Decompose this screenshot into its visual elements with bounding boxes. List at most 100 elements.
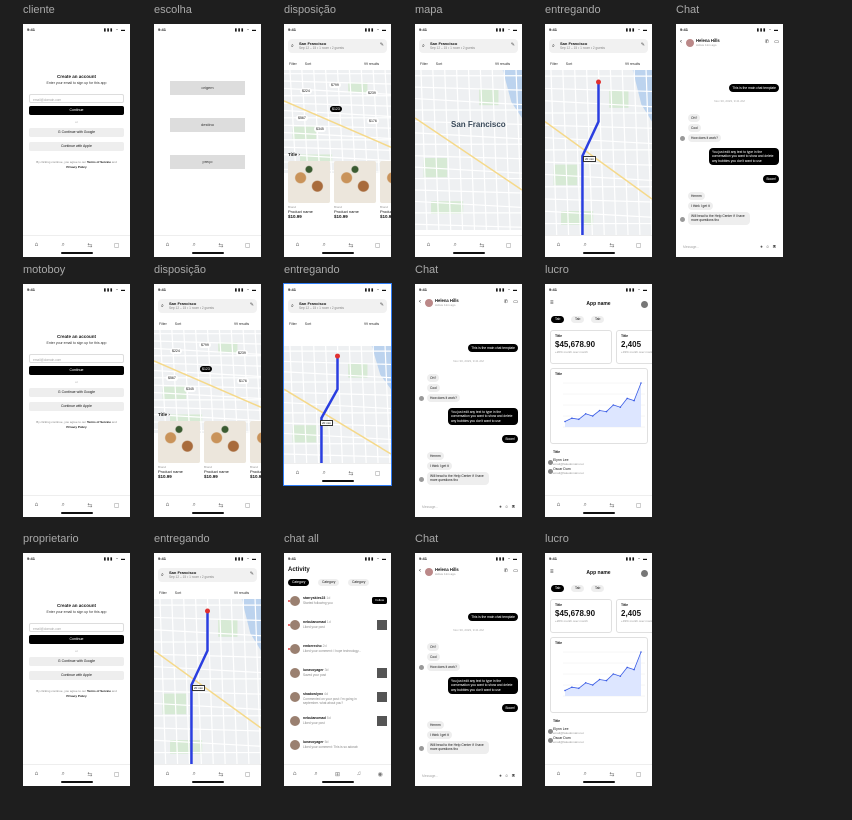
cart-icon[interactable]: ▢ (374, 471, 381, 477)
swap-icon[interactable]: ⊞ (334, 772, 340, 778)
cart-icon[interactable]: ▢ (244, 503, 251, 509)
swap-icon[interactable]: ⇆ (87, 772, 93, 778)
search-icon[interactable]: ⌕ (192, 502, 196, 508)
price-pin[interactable]: $123 (330, 106, 342, 112)
category-chip[interactable]: Category (288, 579, 310, 586)
map-view[interactable] (415, 70, 522, 230)
search-icon[interactable]: ⌕ (61, 771, 65, 777)
back-icon[interactable]: ‹ (680, 39, 682, 45)
user-avatar[interactable] (290, 620, 300, 630)
price-pin[interactable]: $239 (236, 350, 248, 356)
home-icon[interactable]: ⌂ (34, 242, 39, 248)
tab-chip[interactable]: Tab (571, 585, 585, 592)
frame-entregando[interactable]: 9:41 ▮▮▮ ◔ ▬ ⌕ San Francisco Sep 12 – 15 • 1… (545, 24, 652, 257)
username[interactable]: lunavoyager (303, 740, 324, 744)
search-icon[interactable]: ⌕ (61, 242, 65, 248)
post-thumbnail[interactable] (377, 668, 387, 678)
search-bar[interactable]: ⌕ San Francisco Sep 12 – 15 • 1 room • 2 g… (288, 299, 387, 313)
tos-link[interactable]: Terms of Service (86, 160, 111, 164)
search-icon[interactable]: ⌕ (314, 771, 318, 777)
search-icon[interactable]: ⌕ (322, 470, 326, 476)
back-icon[interactable]: ‹ (419, 568, 421, 574)
frame-lucro[interactable]: 9:41 ▮▮▮ ◔ ▬ ≡ App name Tab Tab Tab Title $45,67… (545, 284, 652, 517)
swap-icon[interactable]: ⇆ (609, 772, 615, 778)
tos-link[interactable]: Terms of Service (86, 420, 111, 424)
frame-mapa[interactable]: 9:41 ▮▮▮ ◔ ▬ ⌕ San Francisco Sep 12 – 15 • 1… (415, 24, 522, 257)
frame-lucro[interactable]: 9:41 ▮▮▮ ◔ ▬ ≡ App name Tab Tab Tab Title $45,67… (545, 553, 652, 786)
back-icon[interactable]: ‹ (419, 299, 421, 305)
frame-chat[interactable]: 9:41 ▮▮▮ ◔ ▬ ‹ Helena Hills Active 11m ago ✆ ▭… (676, 24, 783, 257)
activity-row[interactable]: shadowlynx 4d Commented on your post: I'm… (288, 691, 388, 711)
cart-icon[interactable]: ▢ (635, 503, 642, 509)
search-icon[interactable]: ⌕ (583, 242, 587, 248)
category-chip[interactable]: Category (348, 579, 370, 586)
swap-icon[interactable]: ⇆ (87, 503, 93, 509)
sort-button[interactable]: Sort (565, 62, 573, 66)
map-container[interactable]: $224 $799 $239 $567 $345 $123 $176 (154, 330, 261, 433)
phone-icon[interactable]: ✆ (503, 299, 508, 305)
frame-chat[interactable]: 9:41 ▮▮▮ ◔ ▬ ‹ Helena Hills Active 11m ago ✆ ▭… (415, 284, 522, 517)
price-pin[interactable]: $799 (329, 82, 341, 88)
post-thumbnail[interactable] (377, 620, 387, 630)
search-icon[interactable]: ⌕ (453, 242, 457, 248)
search-bar[interactable]: ⌕ San Francisco Sep 12 – 15 • 1 room • 2 g… (158, 299, 257, 313)
person-row[interactable]: Elynn Lee email@fakedomain.net (553, 458, 584, 466)
price-pin[interactable]: $239 (366, 90, 378, 96)
search-bar[interactable]: ⌕ San Francisco Sep 12 – 15 • 1 room • 2 g… (288, 39, 387, 53)
home-icon[interactable]: ⌂ (295, 242, 300, 248)
swap-icon[interactable]: ⇆ (479, 243, 485, 249)
search-bar[interactable]: ⌕ San Francisco Sep 12 – 15 • 1 room • 2 g… (549, 39, 648, 53)
filter-button[interactable]: Filter (289, 62, 297, 66)
swap-icon[interactable]: ⇆ (609, 243, 615, 249)
map-container[interactable]: $224 $799 $239 $567 $345 $123 $176 (284, 70, 391, 173)
frame-signup[interactable]: 9:41 ▮▮▮ ◔ ▬ Create an account Enter your e… (23, 284, 130, 517)
cart-icon[interactable]: ▢ (244, 243, 251, 249)
email-field[interactable]: email@domain.com (29, 354, 124, 363)
sort-button[interactable]: Sort (304, 62, 312, 66)
email-field[interactable]: email@domain.com (29, 623, 124, 632)
swap-icon[interactable]: ⇆ (348, 243, 354, 249)
username[interactable]: shadowlynx (303, 692, 324, 696)
price-pin[interactable]: $345 (314, 126, 326, 132)
continue-button[interactable]: Continue (29, 635, 124, 644)
map-container[interactable]: 20 min (154, 599, 261, 771)
post-thumbnail[interactable] (377, 692, 387, 702)
sort-button[interactable]: Sort (174, 322, 182, 326)
video-icon[interactable]: ▭ (774, 39, 779, 45)
map-container[interactable]: San Francisco (415, 70, 522, 230)
profile-icon[interactable]: ◉ (377, 772, 383, 778)
apple-button[interactable]: Continue with Apple (29, 402, 124, 411)
price-pin[interactable]: $176 (237, 378, 249, 384)
tab-chip[interactable]: Tab (591, 585, 605, 592)
edit-icon[interactable]: ✎ (379, 42, 384, 48)
search-icon[interactable]: ⌕ (583, 502, 587, 508)
home-icon[interactable]: ⌂ (556, 242, 561, 248)
person-row[interactable]: Oscar Dum email@fakedomain.net (553, 467, 584, 475)
swap-icon[interactable]: ⇆ (218, 243, 224, 249)
swap-icon[interactable]: ⇆ (348, 471, 354, 477)
video-icon[interactable]: ▭ (513, 568, 518, 574)
home-icon[interactable]: ⌂ (426, 242, 431, 248)
search-icon[interactable]: ⌕ (322, 242, 326, 248)
home-icon[interactable]: ⌂ (295, 470, 300, 476)
edit-icon[interactable]: ✎ (510, 42, 515, 48)
user-avatar[interactable] (290, 596, 300, 606)
edit-icon[interactable]: ✎ (249, 571, 254, 577)
input-actions-icon[interactable]: ⏺ ☺ ▣ (760, 244, 777, 249)
price-pin[interactable]: $567 (166, 375, 178, 381)
price-pin[interactable]: $224 (170, 348, 182, 354)
filter-button[interactable]: Filter (159, 591, 167, 595)
choice-3[interactable]: preço (170, 155, 245, 169)
privacy-link[interactable]: Privacy Policy (66, 164, 87, 169)
tab-chip[interactable]: Tab (551, 316, 565, 323)
swap-icon[interactable]: ⇆ (218, 503, 224, 509)
cart-icon[interactable]: ♫ (356, 771, 362, 777)
filter-button[interactable]: Filter (550, 62, 558, 66)
search-icon[interactable]: ⌕ (61, 502, 65, 508)
user-avatar[interactable] (290, 740, 300, 750)
user-avatar[interactable] (290, 692, 300, 702)
